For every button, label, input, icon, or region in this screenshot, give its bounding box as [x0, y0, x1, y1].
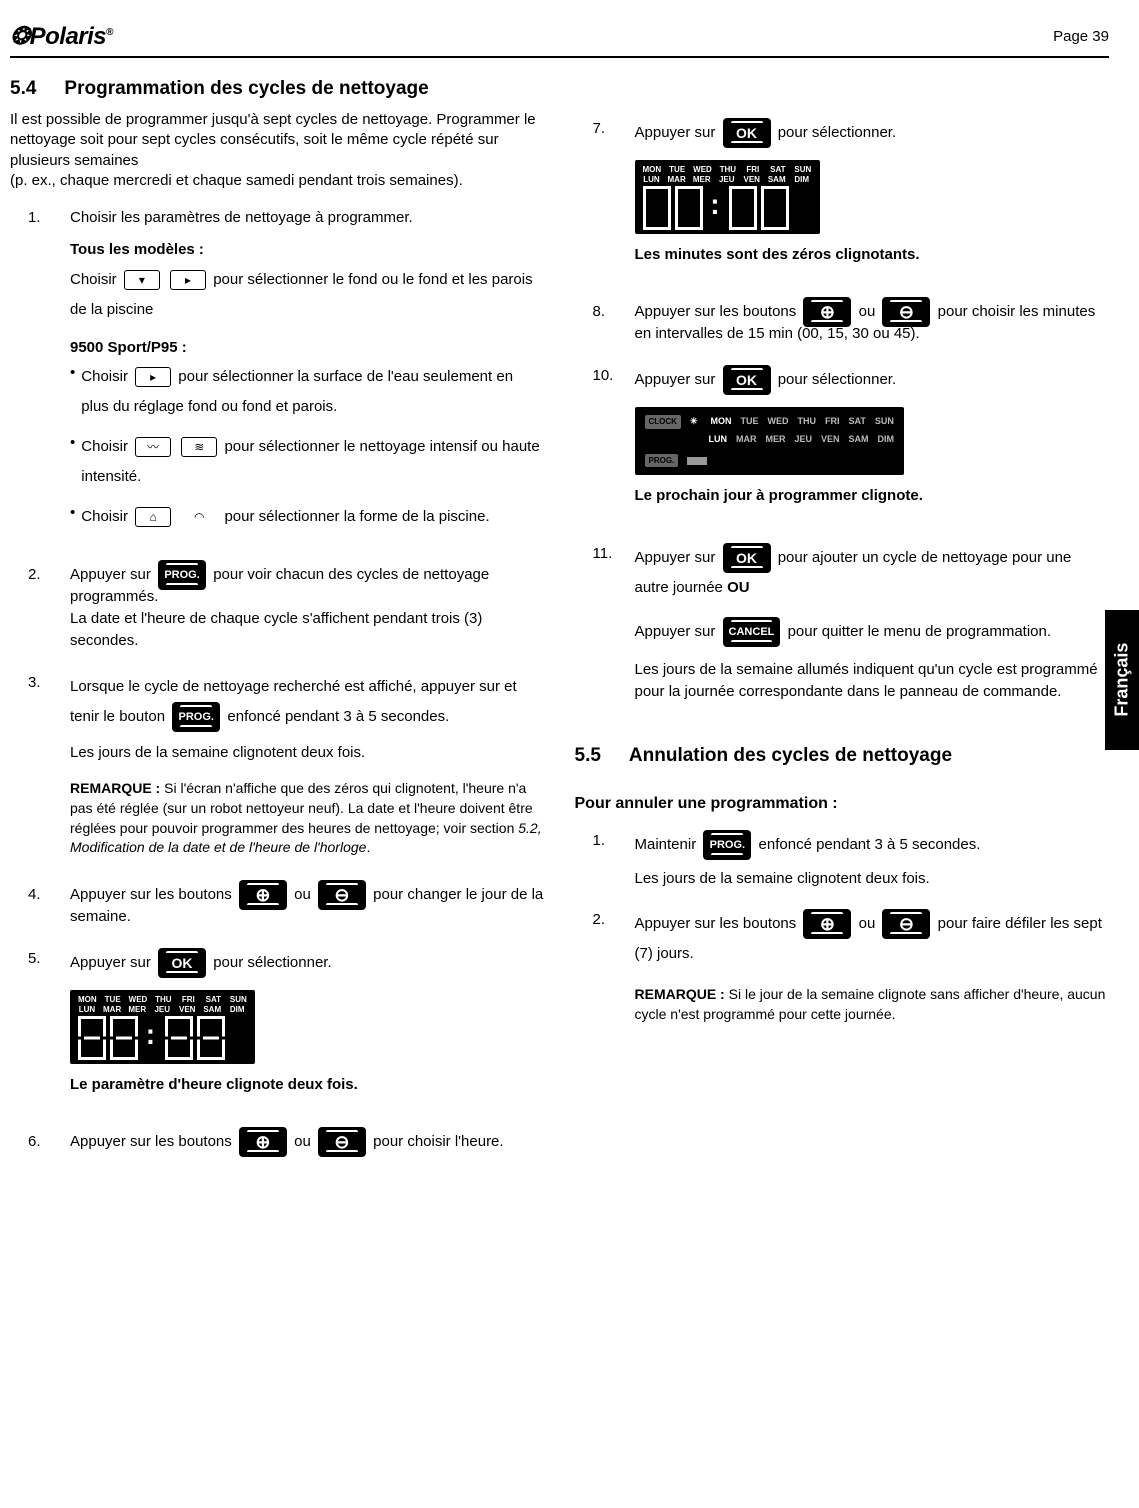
step-8: 8. Appuyer sur les boutons ou pour chois…: [575, 301, 1110, 345]
prog-button[interactable]: PROG.: [703, 830, 751, 860]
steps-5-5: 1. Maintenir PROG. enfoncé pendant 3 à 5…: [575, 830, 1110, 1025]
step-5: 5. Appuyer sur OK pour sélectionner. MON…: [10, 948, 545, 1112]
left-column: 5.4 Programmation des cycles de nettoyag…: [10, 76, 545, 1174]
section-number: 5.4: [10, 76, 36, 103]
clock-icon: ✳: [690, 415, 698, 428]
step-number: 3.: [10, 672, 40, 693]
step-number: 5.: [10, 948, 40, 969]
steps-right: 7. Appuyer sur OK pour sélectionner. MON…: [575, 118, 1110, 703]
surface-icon: ▸: [135, 367, 171, 387]
s55-step-2-note: REMARQUE : Si le jour de la semaine clig…: [635, 985, 1110, 1024]
sport-bullet-3: • Choisir ⌂ ◠ pour sélectionner la forme…: [70, 502, 545, 532]
step-number: 6.: [10, 1131, 40, 1152]
step-11: 11. Appuyer sur OK pour ajouter un cycle…: [575, 543, 1110, 703]
sport-bullet-1: • Choisir ▸ pour sélectionner la surface…: [70, 362, 545, 422]
minus-button[interactable]: [882, 297, 930, 327]
s55-step-2: 2. Appuyer sur les boutons ou pour faire…: [575, 909, 1110, 1024]
step-text: Choisir les paramètres de nettoyage à pr…: [70, 207, 545, 229]
registered-mark: ®: [106, 27, 113, 38]
s55-step-1: 1. Maintenir PROG. enfoncé pendant 3 à 5…: [575, 830, 1110, 890]
step-4: 4. Appuyer sur les boutons ou pour chang…: [10, 884, 545, 928]
high-intensity-icon: ≋: [181, 437, 217, 457]
step-6: 6. Appuyer sur les boutons ou pour chois…: [10, 1131, 545, 1153]
section-number: 5.5: [575, 743, 601, 770]
step-number: 8.: [575, 301, 605, 322]
sport-bullet-2: • Choisir 〰 ≋ pour sélectionner le netto…: [70, 432, 545, 492]
step-number: 2.: [10, 564, 40, 585]
section-title: Annulation des cycles de nettoyage: [629, 743, 952, 770]
plus-button[interactable]: [803, 297, 851, 327]
lcd-display-minutes: MONTUEWEDTHUFRISATSUN LUNMARMERJEUVENSAM…: [635, 160, 820, 234]
step-number: 4.: [10, 884, 40, 905]
all-models-heading: Tous les modèles :: [70, 239, 545, 261]
minus-button[interactable]: [318, 880, 366, 910]
section-title: Programmation des cycles de nettoyage: [64, 76, 428, 103]
plus-button[interactable]: [803, 909, 851, 939]
ok-button[interactable]: OK: [723, 543, 771, 573]
sport-heading: 9500 Sport/P95 :: [70, 337, 545, 359]
cancel-button[interactable]: CANCEL: [723, 617, 781, 647]
all-models-text: Choisir ▾ ▸ pour sélectionner le fond ou…: [70, 265, 545, 325]
section-5-4-heading: 5.4 Programmation des cycles de nettoyag…: [10, 76, 545, 103]
step-3: 3. Lorsque le cycle de nettoyage recherc…: [10, 672, 545, 858]
step-number: 2.: [575, 909, 605, 930]
intensive-icon: 〰: [135, 437, 171, 457]
step-number: 1.: [575, 830, 605, 851]
page-number: Page 39: [1053, 26, 1109, 47]
step-3-note: REMARQUE : Si l'écran n'affiche que des …: [70, 779, 545, 857]
step-7-caption: Les minutes sont des zéros clignotants.: [635, 244, 1110, 266]
ok-button[interactable]: OK: [723, 118, 771, 148]
section-5-5: 5.5 Annulation des cycles de nettoyage P…: [575, 743, 1110, 1025]
step-number: 7.: [575, 118, 605, 139]
section-5-5-sub: Pour annuler une programmation :: [575, 793, 1110, 815]
logo-text: ❂Polaris: [10, 23, 106, 50]
plus-button[interactable]: [239, 880, 287, 910]
language-tab: Français: [1105, 610, 1139, 750]
floor-walls-icon: ▸: [170, 270, 206, 290]
step-10: 10. Appuyer sur OK pour sélectionner. CL…: [575, 365, 1110, 523]
step-10-caption: Le prochain jour à programmer clignote.: [635, 485, 1110, 507]
shape-2-icon: ◠: [181, 507, 217, 527]
step-number: 11.: [575, 543, 605, 564]
right-column: 7. Appuyer sur OK pour sélectionner. MON…: [575, 76, 1110, 1174]
language-tab-label: Français: [1109, 643, 1134, 717]
lcd-display-hour: MONTUEWEDTHUFRISATSUN LUNMARMERJEUVENSAM…: [70, 990, 255, 1064]
minus-button[interactable]: [882, 909, 930, 939]
step-number: 1.: [10, 207, 40, 228]
step-2: 2. Appuyer sur PROG. pour voir chacun de…: [10, 564, 545, 651]
floor-icon: ▾: [124, 270, 160, 290]
prog-button[interactable]: PROG.: [158, 560, 206, 590]
ok-button[interactable]: OK: [723, 365, 771, 395]
section-5-5-heading: 5.5 Annulation des cycles de nettoyage: [575, 743, 1110, 770]
minus-button[interactable]: [318, 1127, 366, 1157]
step-7: 7. Appuyer sur OK pour sélectionner. MON…: [575, 118, 1110, 282]
shape-1-icon: ⌂: [135, 507, 171, 527]
step-1: 1. Choisir les paramètres de nettoyage à…: [10, 207, 545, 544]
step-number: 10.: [575, 365, 605, 386]
brand-logo: ❂Polaris®: [10, 20, 113, 54]
lcd-display-schedule: CLOCK ✳ MON TUE WED THU FRI SAT SUN: [635, 407, 905, 475]
step-5-caption: Le paramètre d'heure clignote deux fois.: [70, 1074, 545, 1096]
steps-left: 1. Choisir les paramètres de nettoyage à…: [10, 207, 545, 1153]
plus-button[interactable]: [239, 1127, 287, 1157]
page-header: ❂Polaris® Page 39: [10, 20, 1109, 58]
section-5-4-intro: Il est possible de programmer jusqu'à se…: [10, 110, 545, 191]
prog-button[interactable]: PROG.: [172, 702, 220, 732]
ok-button[interactable]: OK: [158, 948, 206, 978]
